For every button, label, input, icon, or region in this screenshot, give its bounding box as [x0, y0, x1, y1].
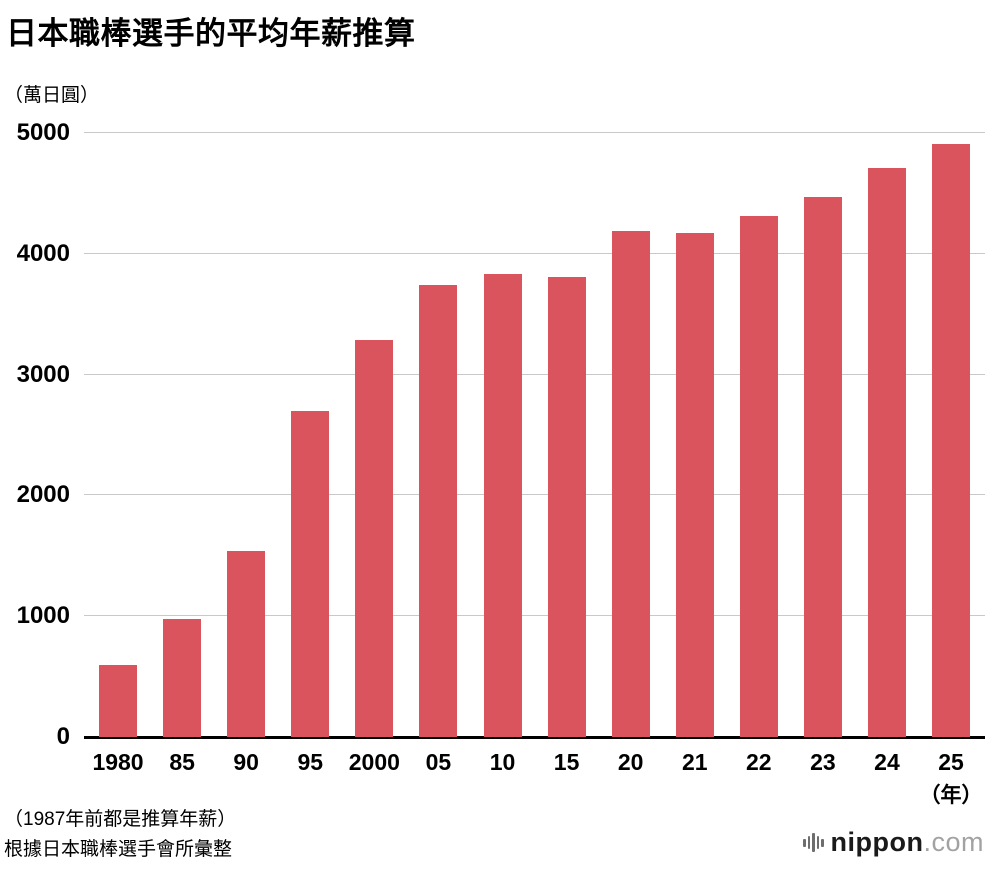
gridline — [84, 373, 985, 375]
bar-21 — [675, 233, 714, 737]
soundwave-icon — [803, 832, 824, 854]
bar-23 — [803, 197, 842, 737]
x-tick-label: 05 — [425, 749, 452, 775]
bar-group: 24 — [855, 133, 919, 774]
bar-group: 1980 — [86, 133, 150, 774]
bar-group: 20 — [599, 133, 663, 774]
bar-22 — [739, 216, 778, 737]
y-tick-label: 0 — [56, 723, 70, 750]
y-tick-label: 5000 — [16, 119, 70, 146]
bar-group: 2000 — [342, 133, 406, 774]
bar-2000 — [355, 339, 394, 737]
x-tick-label: 95 — [297, 749, 324, 775]
gridline — [84, 615, 985, 617]
footnote-line-1: （1987年前都是推算年薪） — [4, 809, 237, 831]
bar-group: 25 （年） — [919, 133, 983, 806]
bar-group: 95 — [278, 133, 342, 774]
bar-group: 85 — [150, 133, 214, 774]
x-tick-label: 20 — [617, 749, 644, 775]
bar-1980 — [99, 664, 138, 737]
bar-group: 10 — [470, 133, 534, 774]
bar-10 — [483, 274, 522, 737]
x-tick-label: 22 — [746, 749, 772, 775]
gridline — [84, 252, 985, 254]
logo-name-text: nippon — [830, 827, 924, 857]
x-tick-label: 21 — [681, 749, 708, 775]
x-tick-label: 2000 — [348, 749, 400, 775]
y-axis: 0 1000 2000 3000 4000 5000 — [0, 121, 70, 749]
bar-15 — [547, 276, 586, 737]
bar-group: 90 — [214, 133, 278, 774]
bar-85 — [163, 618, 202, 737]
bar-20 — [611, 230, 650, 737]
nippon-logo: nippon.com — [803, 827, 984, 858]
gridline — [84, 494, 985, 496]
x-tick-label: 15 — [553, 749, 580, 775]
source-note: （1987年前都是推算年薪） 根據日本職棒選手會所彙整 — [4, 805, 236, 864]
bar-25 — [932, 143, 971, 737]
y-tick-label: 4000 — [16, 239, 70, 267]
bar-05 — [419, 285, 458, 737]
x-tick-label: 1980 — [92, 749, 144, 775]
bar-group: 23 — [791, 133, 855, 774]
x-axis-unit: （年） — [919, 784, 983, 807]
bar-series: 1980 85 90 95 2000 05 10 15 20 21 22 23 24 25 （年） — [84, 133, 985, 806]
footnote-line-2: 根據日本職棒選手會所彙整 — [4, 838, 233, 860]
bar-group: 15 — [535, 133, 599, 774]
bar-group: 22 — [727, 133, 791, 774]
y-tick-label: 1000 — [16, 602, 70, 630]
y-tick-label: 2000 — [16, 481, 70, 509]
bar-95 — [291, 410, 330, 737]
bar-24 — [867, 168, 906, 737]
logo-domain-text: .com — [923, 827, 984, 857]
gridlines — [84, 132, 985, 739]
x-tick-label: 23 — [810, 749, 836, 775]
x-tick-label: 90 — [233, 749, 259, 775]
bar-group: 05 — [406, 133, 470, 774]
x-axis-baseline — [84, 736, 985, 739]
chart-title: 日本職棒選手的平均年薪推算 — [6, 16, 416, 51]
x-tick-label: 25 — [938, 749, 964, 775]
y-axis-unit-label: （萬日圓） — [4, 85, 100, 106]
bar-group: 21 — [663, 133, 727, 774]
gridline — [84, 132, 985, 133]
plot-area: 1980 85 90 95 2000 05 10 15 20 21 22 23 24 25 （年） — [84, 132, 985, 806]
x-tick-label: 85 — [169, 749, 195, 775]
x-tick-label: 24 — [874, 749, 900, 775]
y-tick-label: 3000 — [16, 360, 70, 388]
x-tick-label: 10 — [489, 749, 516, 775]
bar-90 — [227, 550, 266, 737]
